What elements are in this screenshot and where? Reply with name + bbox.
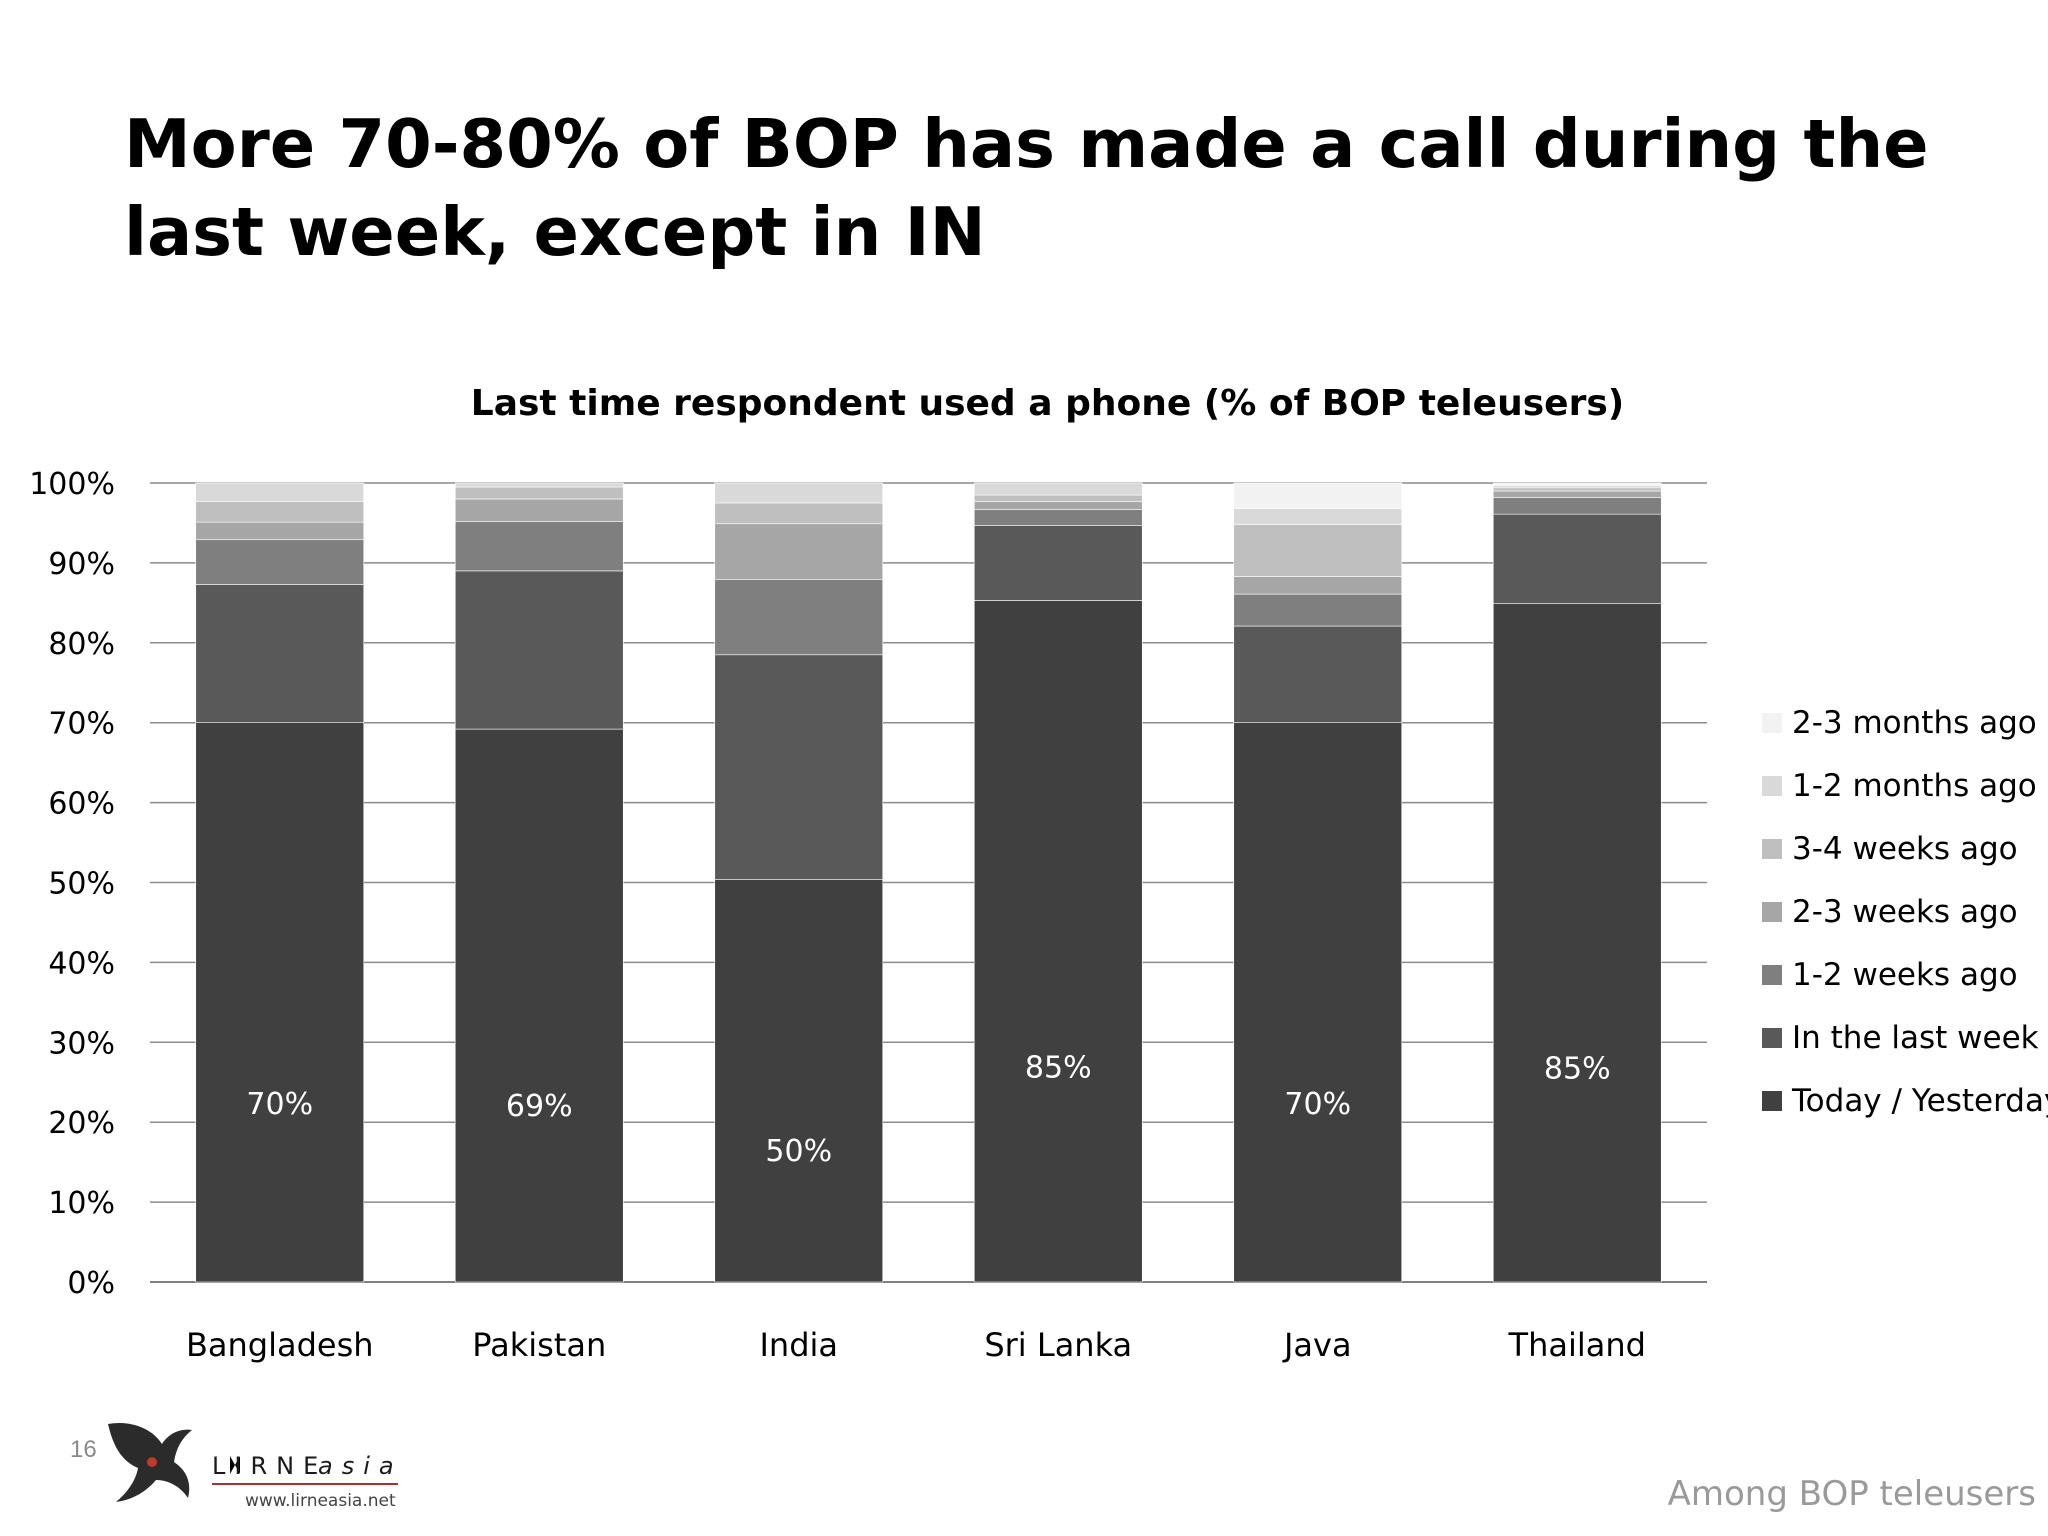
- bar-segment: [195, 584, 365, 724]
- bar-segment: [1492, 482, 1662, 486]
- x-tick-label: Thailand: [1508, 1326, 1646, 1364]
- data-label: 70%: [1284, 1087, 1351, 1122]
- footer-note: Among BOP teleusers: [1667, 1474, 2036, 1514]
- bar-segment: [1233, 576, 1403, 595]
- y-tick-label: 10%: [48, 1186, 115, 1221]
- lirneasia-logo: LIRNE asia www.lirneasia.net: [108, 1422, 400, 1511]
- bar-segment: [973, 509, 1143, 526]
- bar-segment: [714, 879, 884, 1283]
- bar-segment: [454, 482, 624, 488]
- data-label: 85%: [1544, 1051, 1611, 1086]
- chart-title: Last time respondent used a phone (% of …: [470, 383, 1625, 424]
- bar-segment: [1492, 513, 1662, 604]
- data-label: 69%: [506, 1089, 573, 1124]
- data-labels: 70% 69% 50% 85% 70% 85%: [246, 1051, 1610, 1170]
- bar-segment: [714, 579, 884, 656]
- legend-swatch: [1762, 1091, 1782, 1111]
- legend-label: 2-3 months ago: [1792, 705, 2037, 741]
- svg-text:www.lirneasia.net: www.lirneasia.net: [245, 1491, 396, 1511]
- legend-swatch: [1762, 965, 1782, 985]
- bar-segment: [1492, 485, 1662, 489]
- bar-segment: [973, 600, 1143, 1283]
- bar-segment: [1492, 497, 1662, 515]
- legend-swatch: [1762, 902, 1782, 922]
- legend-label: Today / Yesterday: [1791, 1083, 2048, 1119]
- bar-segment: [195, 482, 365, 502]
- bar-segment: [454, 521, 624, 572]
- x-tick-label: Sri Lanka: [984, 1326, 1132, 1364]
- bar-segment: [195, 722, 365, 1283]
- slide-number: 16: [70, 1436, 97, 1463]
- bar-segment: [714, 482, 884, 504]
- grid-lines: [150, 482, 1707, 1283]
- y-tick-label: 80%: [48, 627, 115, 662]
- y-tick-label: 60%: [48, 787, 115, 822]
- data-label: 85%: [1025, 1051, 1092, 1086]
- y-tick-label: 70%: [48, 707, 115, 742]
- bird-eye: [147, 1457, 157, 1467]
- y-tick-label: 40%: [48, 946, 115, 981]
- bar-segment: [714, 654, 884, 880]
- bar-segment: [714, 502, 884, 525]
- x-tick-label: India: [759, 1326, 838, 1364]
- legend-label: 1-2 weeks ago: [1792, 957, 2018, 993]
- bar-segment: [973, 525, 1143, 601]
- bar-segment: [454, 728, 624, 1283]
- slide-title: More 70-80% of BOP has made a call durin…: [124, 105, 1929, 271]
- bar-segment: [973, 501, 1143, 510]
- bar-segment: [1492, 603, 1662, 1283]
- bar-segment: [714, 523, 884, 580]
- bar-segment: [195, 521, 365, 541]
- x-axis: Bangladesh Pakistan India Sri Lanka Java Thai…: [186, 1326, 1646, 1364]
- legend-label: 3-4 weeks ago: [1792, 831, 2018, 867]
- bar-segment: [1233, 722, 1403, 1283]
- y-tick-label: 90%: [48, 547, 115, 582]
- data-label: 70%: [246, 1087, 313, 1122]
- legend-swatch: [1762, 713, 1782, 733]
- bar-segment: [1492, 487, 1662, 492]
- x-tick-label: Pakistan: [472, 1326, 606, 1364]
- legend-label: In the last week: [1792, 1020, 2039, 1056]
- bar-segment: [1233, 524, 1403, 577]
- bar-segment: [454, 486, 624, 500]
- bar-segment: [973, 482, 1143, 496]
- y-tick-label: 0%: [67, 1266, 115, 1301]
- x-tick-label: Java: [1282, 1326, 1352, 1364]
- bar-segment: [195, 501, 365, 523]
- legend: 2-3 months ago 1-2 months ago 3-4 weeks ag…: [1762, 705, 2048, 1119]
- bars: [195, 482, 1662, 1283]
- bar-segment: [1233, 625, 1403, 723]
- bar-segment: [454, 570, 624, 730]
- y-tick-label: 50%: [48, 867, 115, 902]
- y-tick-label: 20%: [48, 1106, 115, 1141]
- svg-text:asia: asia: [318, 1452, 400, 1480]
- legend-swatch: [1762, 1028, 1782, 1048]
- legend-swatch: [1762, 776, 1782, 796]
- svg-text:LIRNE: LIRNE: [212, 1452, 327, 1480]
- bar-segment: [1233, 508, 1403, 525]
- y-tick-label: 100%: [29, 467, 115, 502]
- bar-segment: [454, 498, 624, 522]
- bar-segment: [973, 494, 1143, 502]
- x-tick-label: Bangladesh: [186, 1326, 374, 1364]
- legend-label: 2-3 weeks ago: [1792, 894, 2018, 930]
- y-tick-label: 30%: [48, 1026, 115, 1061]
- legend-swatch: [1762, 839, 1782, 859]
- logo-wordmark: [210, 1456, 252, 1474]
- data-label: 50%: [765, 1134, 832, 1169]
- bar-segment: [1233, 482, 1403, 509]
- legend-label: 1-2 months ago: [1792, 768, 2037, 804]
- bar-segment: [1492, 490, 1662, 498]
- y-axis: 0% 10% 20% 30% 40% 50% 60% 70% 80% 90% 100%: [29, 467, 115, 1301]
- bar-segment: [1233, 593, 1403, 627]
- bar-segment: [195, 539, 365, 585]
